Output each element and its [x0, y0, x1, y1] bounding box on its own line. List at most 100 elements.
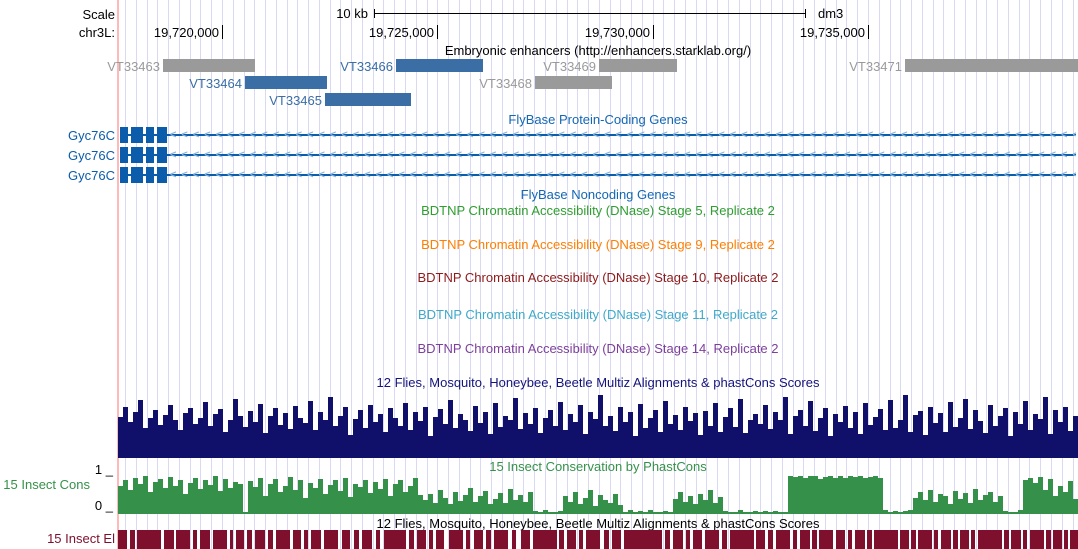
- bdtnp-track-title[interactable]: BDTNP Chromatin Accessibility (DNase) St…: [421, 203, 775, 218]
- insect-el-segment: [586, 530, 600, 549]
- signal-bar: [963, 493, 968, 514]
- signal-bar: [753, 414, 758, 458]
- signal-bar: [1048, 434, 1053, 458]
- signal-bar: [1008, 512, 1013, 514]
- insect-el-segment: [776, 530, 790, 549]
- gene-exon[interactable]: [131, 127, 143, 143]
- insect-el-segment: [812, 530, 817, 549]
- signal-bar: [398, 426, 403, 458]
- gene-label[interactable]: Gyc76C: [68, 168, 115, 183]
- enhancer-item-label[interactable]: VT33463: [107, 59, 160, 74]
- gene-exon[interactable]: [146, 167, 154, 183]
- enhancer-item-box[interactable]: [245, 76, 327, 89]
- bdtnp-track-title[interactable]: BDTNP Chromatin Accessibility (DNase) St…: [417, 270, 779, 285]
- insect-el-segment: [800, 530, 810, 549]
- signal-bar: [288, 477, 293, 514]
- signal-bar: [148, 418, 153, 458]
- gridline: [1019, 0, 1020, 549]
- multiz-track-title[interactable]: 12 Flies, Mosquito, Honeybee, Beetle Mul…: [376, 375, 820, 390]
- signal-bar: [438, 490, 443, 514]
- signal-bar: [718, 432, 723, 458]
- signal-bar: [858, 434, 863, 458]
- phastcons-track-title[interactable]: 15 Insect Conservation by PhastCons: [489, 459, 707, 474]
- gene-exon[interactable]: [157, 167, 167, 183]
- flybase-pcg-title[interactable]: FlyBase Protein-Coding Genes: [508, 112, 688, 127]
- gene-exon[interactable]: [120, 127, 128, 143]
- gene-exon[interactable]: [131, 167, 143, 183]
- signal-bar: [958, 499, 963, 514]
- gridline: [986, 0, 987, 549]
- gene-exon[interactable]: [120, 147, 128, 163]
- gridline: [997, 0, 998, 549]
- enhancer-item-label[interactable]: VT33471: [849, 59, 902, 74]
- enhancer-item-label[interactable]: VT33464: [189, 76, 242, 91]
- signal-bar: [493, 499, 498, 514]
- gene-exon[interactable]: [146, 147, 154, 163]
- enhancer-item-label[interactable]: VT33468: [479, 76, 532, 91]
- gridline: [696, 0, 697, 549]
- signal-bar: [293, 406, 298, 458]
- flybase-noncoding-title[interactable]: FlyBase Noncoding Genes: [520, 187, 676, 202]
- gene-exon[interactable]: [146, 127, 154, 143]
- enhancer-item-label[interactable]: VT33465: [269, 93, 322, 108]
- signal-bar: [628, 412, 633, 458]
- gridline: [523, 0, 524, 549]
- gridline: [265, 0, 266, 549]
- enhancer-item-box[interactable]: [599, 59, 677, 72]
- gene-exon[interactable]: [131, 147, 143, 163]
- insect-el-segment: [673, 530, 683, 549]
- signal-bar: [1063, 492, 1068, 514]
- enhancer-item-box[interactable]: [325, 93, 411, 106]
- bdtnp-track-title[interactable]: BDTNP Chromatin Accessibility (DNase) St…: [417, 307, 779, 322]
- enhancer-item-label[interactable]: VT33469: [543, 59, 596, 74]
- signal-bar: [853, 412, 858, 458]
- signal-bar: [528, 492, 533, 514]
- bdtnp-track-title[interactable]: BDTNP Chromatin Accessibility (DNase) St…: [417, 341, 779, 356]
- enhancer-item-box[interactable]: [396, 59, 483, 72]
- signal-bar: [368, 405, 373, 458]
- signal-bar: [623, 512, 628, 514]
- multiz-phastcons-signal[interactable]: [118, 392, 1078, 458]
- multiz-bottom-title[interactable]: 12 Flies, Mosquito, Honeybee, Beetle Mul…: [376, 516, 820, 531]
- gridline: [556, 0, 557, 549]
- enhancer-item-label[interactable]: VT33466: [340, 59, 393, 74]
- signal-bar: [808, 401, 813, 458]
- insect-el-segment: [1046, 530, 1051, 549]
- enhancer-item-box[interactable]: [905, 59, 1078, 72]
- gene-exon[interactable]: [120, 167, 128, 183]
- scale-bar-end-tick: [374, 9, 375, 18]
- signal-bar: [318, 412, 323, 458]
- insect-el-segment: [137, 530, 161, 549]
- signal-bar: [523, 502, 528, 514]
- signal-bar: [648, 510, 653, 514]
- gene-exon[interactable]: [157, 147, 167, 163]
- phastcons-left-label[interactable]: 15 Insect Cons: [3, 477, 90, 492]
- bdtnp-track-title[interactable]: BDTNP Chromatin Accessibility (DNase) St…: [421, 237, 775, 252]
- coordinate-tick-mark: [222, 25, 223, 39]
- signal-bar: [258, 404, 263, 458]
- insect-el-segment: [449, 530, 463, 549]
- signal-bar: [938, 494, 943, 514]
- signal-bar: [408, 430, 413, 458]
- signal-bar: [428, 436, 433, 458]
- phastcons-signal[interactable]: [118, 474, 1078, 514]
- gridline: [642, 0, 643, 549]
- gene-label[interactable]: Gyc76C: [68, 148, 115, 163]
- signal-bar: [328, 485, 333, 514]
- gridline: [427, 0, 428, 549]
- insect-el-segment: [342, 530, 350, 549]
- signal-bar: [333, 480, 338, 514]
- signal-bar: [888, 400, 893, 458]
- gridline: [825, 0, 826, 549]
- enhancer-track-title[interactable]: Embryonic enhancers (http://enhancers.st…: [444, 43, 752, 58]
- enhancer-item-box[interactable]: [163, 59, 255, 72]
- enhancer-item-box[interactable]: [535, 76, 612, 89]
- gridline: [954, 0, 955, 549]
- insect-el-left-label[interactable]: 15 Insect El: [47, 531, 115, 546]
- gene-label[interactable]: Gyc76C: [68, 128, 115, 143]
- insect-el-segments[interactable]: [118, 530, 1078, 549]
- gridline: [976, 0, 977, 549]
- gene-exon[interactable]: [157, 127, 167, 143]
- signal-bar: [678, 430, 683, 458]
- gridline: [437, 0, 438, 549]
